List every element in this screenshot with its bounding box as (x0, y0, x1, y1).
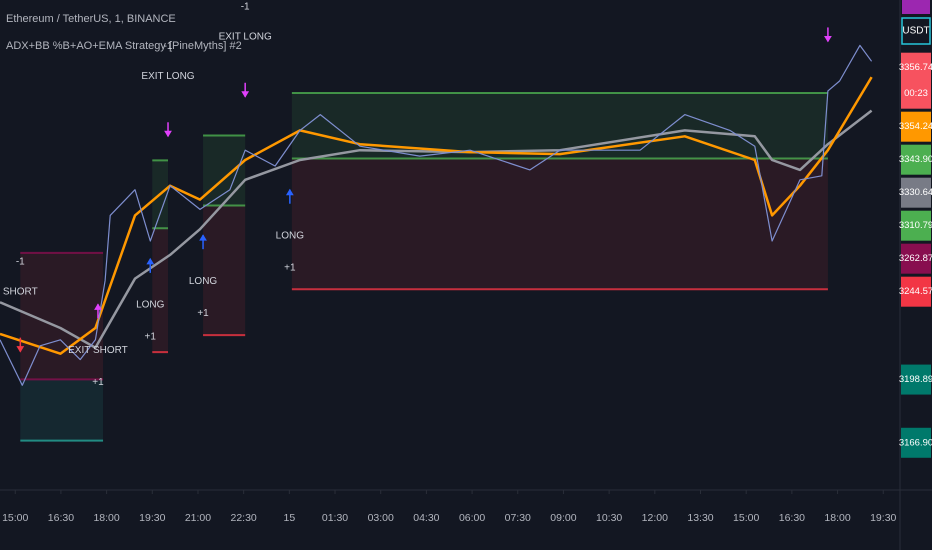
signal-arrow-head (824, 35, 832, 43)
price-tag (901, 427, 931, 458)
x-tick-label: 03:00 (368, 512, 394, 524)
x-tick-label: 22:30 (231, 512, 257, 524)
price-tag (901, 243, 931, 274)
series-line (0, 76, 873, 355)
price-tag-label: 3198.89 (899, 374, 932, 385)
chart-title: Ethereum / TetherUS, 1, BINANCE (6, 13, 176, 25)
x-tick-label: 18:00 (824, 512, 850, 524)
x-tick-label: 10:30 (596, 512, 622, 524)
price-tag (901, 276, 931, 307)
signal-qty: -1 (164, 41, 173, 52)
indicator-title: ADX+BB %B+AO+EMA Strategy [PineMyths] #2 (6, 40, 242, 52)
x-tick-label: 15 (283, 512, 295, 524)
signal-label: EXIT LONG (219, 31, 272, 42)
series-line (0, 44, 873, 386)
stop-loss-zone (203, 205, 246, 336)
x-tick-label: 07:30 (505, 512, 531, 524)
signal-qty: +1 (284, 262, 296, 273)
signal-arrow-head (16, 346, 25, 353)
plot-area (0, 44, 873, 442)
currency-box (901, 17, 931, 45)
signal-qty: -1 (241, 1, 250, 12)
x-tick-label: 01:30 (322, 512, 348, 524)
signal-arrow-head (241, 91, 250, 98)
signal-arrow-head (94, 303, 102, 310)
x-tick-label: 06:00 (459, 512, 485, 524)
price-tag (901, 210, 931, 241)
x-tick-label: 15:00 (733, 512, 759, 524)
price-tag (901, 364, 931, 395)
price-tag-label: 3166.90 (899, 437, 932, 448)
signal-qty: -1 (16, 256, 25, 267)
signal-arrow-head (199, 234, 207, 241)
price-tag-label: 3244.57 (899, 286, 932, 297)
x-tick-label: 13:30 (687, 512, 713, 524)
strategy-tag (902, 0, 930, 14)
price-tag (901, 177, 931, 208)
stop-loss-zone (291, 158, 828, 290)
x-tick-label: 19:30 (139, 512, 165, 524)
x-tick-label: 18:00 (93, 512, 119, 524)
signal-qty: +1 (197, 308, 209, 319)
signal-arrow-head (285, 188, 294, 196)
price-tag (901, 111, 931, 142)
signal-label: LONG (276, 230, 305, 241)
x-tick-label: 16:30 (779, 512, 805, 524)
countdown: 00:23 (904, 88, 928, 99)
signal-label: EXIT LONG (141, 71, 194, 82)
price-tag (901, 144, 931, 175)
price-tag-label: 3343.90 (899, 154, 932, 165)
x-tick-label: 16:30 (48, 512, 74, 524)
signal-arrow-head (146, 257, 155, 265)
signal-label: LONG (189, 276, 218, 287)
x-tick-label: 09:00 (550, 512, 576, 524)
x-tick-label: 12:00 (642, 512, 668, 524)
price-tag-label: 3356.74 (899, 62, 932, 73)
signal-qty: +1 (145, 332, 157, 343)
signal-arrow-head (164, 130, 172, 138)
price-tag-label: 3310.79 (899, 220, 932, 231)
currency: USDT (902, 26, 929, 37)
take-profit-zone (20, 379, 104, 441)
x-tick-label: 19:30 (870, 512, 896, 524)
take-profit-zone (203, 135, 246, 206)
x-tick-label: 21:00 (185, 512, 211, 524)
x-tick-label: 04:30 (413, 512, 439, 524)
signal-label: LONG (136, 300, 165, 311)
take-profit-zone (291, 93, 828, 159)
price-tag-label: 3354.24 (899, 121, 932, 132)
price-tag (901, 52, 931, 109)
series-line (0, 109, 873, 349)
signal-label: SHORT (3, 286, 38, 297)
price-tag-label: 3262.87 (899, 253, 932, 264)
x-tick-label: 15:00 (2, 512, 28, 524)
signal-label: EXIT SHORT (68, 345, 128, 356)
signal-qty: +1 (92, 377, 104, 388)
price-tag-label: 3330.64 (899, 187, 932, 198)
